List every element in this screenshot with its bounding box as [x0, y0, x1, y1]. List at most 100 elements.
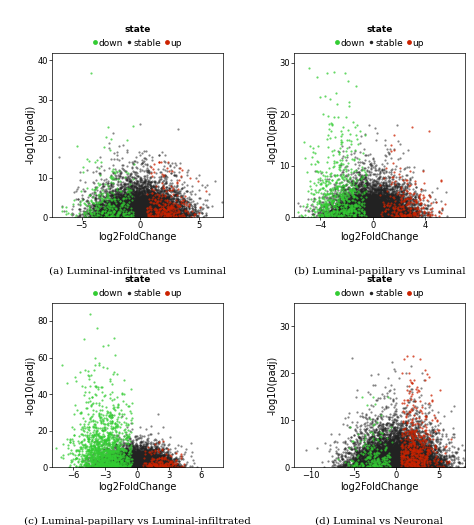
Point: [318, 169, 325, 177]
Point: [409, 453, 417, 461]
Point: [396, 425, 403, 434]
Point: [356, 208, 363, 216]
Point: [355, 212, 362, 220]
Point: [113, 460, 121, 469]
Point: [146, 463, 153, 471]
Point: [367, 202, 375, 211]
Point: [155, 463, 162, 471]
Point: [402, 211, 410, 219]
Point: [122, 212, 130, 220]
Point: [364, 211, 372, 219]
Point: [113, 461, 121, 470]
Point: [444, 458, 451, 467]
Point: [121, 191, 128, 200]
Point: [138, 189, 146, 197]
Point: [338, 205, 346, 213]
Point: [358, 210, 365, 218]
Point: [126, 461, 133, 469]
Point: [146, 463, 153, 471]
Point: [152, 463, 160, 471]
Point: [141, 206, 148, 214]
Point: [386, 459, 394, 467]
Point: [138, 460, 146, 469]
Point: [151, 460, 158, 468]
Point: [351, 211, 359, 219]
Point: [369, 453, 376, 461]
Point: [121, 211, 129, 219]
Point: [140, 461, 147, 470]
Point: [407, 461, 414, 469]
Point: [153, 210, 161, 218]
Point: [118, 191, 125, 200]
Point: [135, 446, 143, 455]
Point: [342, 457, 349, 466]
Point: [416, 452, 423, 460]
Point: [399, 206, 406, 214]
Point: [367, 440, 375, 449]
Point: [164, 158, 172, 166]
Point: [344, 461, 352, 469]
Point: [109, 206, 116, 215]
Point: [384, 457, 392, 465]
Point: [392, 445, 400, 453]
Point: [120, 196, 128, 205]
Point: [415, 458, 422, 467]
Point: [362, 414, 370, 422]
Point: [126, 213, 133, 221]
Point: [355, 201, 362, 209]
Point: [123, 414, 130, 422]
Point: [402, 445, 410, 454]
Point: [157, 458, 165, 467]
Point: [112, 442, 119, 450]
Point: [420, 439, 428, 448]
Point: [107, 212, 114, 220]
Point: [402, 459, 410, 467]
Point: [171, 208, 178, 216]
Point: [162, 207, 170, 215]
Point: [387, 202, 395, 211]
Point: [100, 462, 107, 470]
Point: [138, 460, 146, 468]
Point: [381, 463, 389, 471]
Point: [355, 202, 363, 211]
Point: [141, 461, 149, 469]
Point: [379, 209, 386, 218]
Point: [390, 451, 398, 459]
Point: [378, 212, 386, 220]
Point: [111, 450, 119, 458]
Point: [395, 442, 403, 450]
Point: [389, 198, 397, 207]
Point: [126, 459, 134, 468]
Point: [369, 459, 377, 467]
Point: [388, 207, 396, 215]
Point: [151, 461, 158, 469]
Point: [139, 439, 146, 448]
Point: [131, 454, 138, 462]
Point: [346, 201, 354, 209]
Point: [125, 457, 133, 466]
Point: [370, 211, 378, 219]
Point: [423, 429, 430, 437]
Point: [347, 212, 355, 220]
Point: [121, 456, 128, 464]
Point: [337, 213, 345, 221]
Point: [152, 207, 160, 215]
Point: [357, 193, 365, 202]
Point: [401, 454, 408, 462]
Point: [374, 200, 382, 208]
Point: [380, 461, 387, 470]
Point: [348, 208, 356, 217]
Point: [123, 148, 130, 156]
Point: [130, 461, 137, 470]
Point: [321, 185, 329, 194]
Point: [378, 210, 385, 218]
Point: [136, 209, 144, 217]
Point: [372, 461, 379, 469]
Point: [144, 210, 151, 218]
Point: [125, 205, 133, 214]
Point: [332, 193, 339, 202]
Point: [143, 207, 150, 215]
Point: [131, 454, 138, 463]
Point: [388, 462, 395, 470]
Point: [128, 458, 136, 466]
